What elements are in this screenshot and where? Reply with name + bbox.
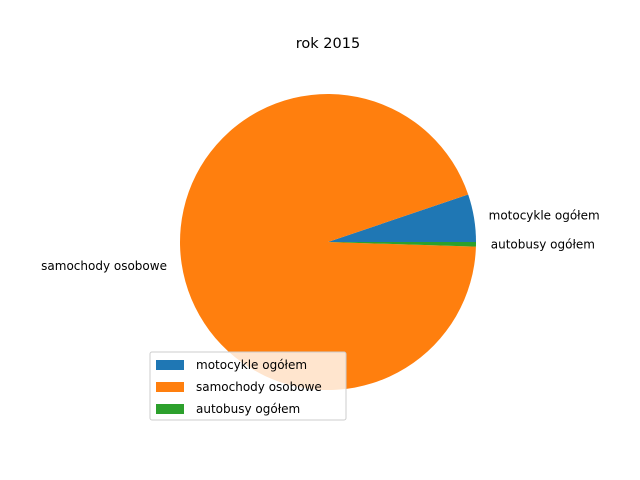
pie-slice-samochody-osobowe — [180, 94, 476, 391]
legend-label-autobusy-ogolem: autobusy ogółem — [196, 402, 300, 416]
legend-swatch-samochody-osobowe — [156, 382, 184, 392]
legend-swatch-autobusy-ogolem — [156, 404, 184, 414]
pie-slice-autobusy-ogolem — [328, 242, 477, 247]
slice-label-motocykle-ogolem: motocykle ogółem — [489, 209, 600, 223]
slice-labels: motocykle ogółem samochody osobowe autobus… — [41, 209, 600, 273]
pie-slices — [180, 94, 477, 391]
slice-label-samochody-osobowe: samochody osobowe — [41, 259, 167, 273]
pie-slice-motocykle-ogolem — [328, 194, 476, 242]
legend: motocykle ogółem samochody osobowe autobus… — [149, 351, 347, 421]
legend-frame — [149, 351, 347, 421]
slice-label-autobusy-ogolem: autobusy ogółem — [491, 238, 595, 252]
chart-title: rok 2015 — [296, 36, 360, 52]
legend-label-samochody-osobowe: samochody osobowe — [196, 380, 322, 394]
legend-swatch-motocykle-ogolem — [156, 360, 184, 370]
legend-label-motocykle-ogolem: motocykle ogółem — [196, 358, 307, 372]
